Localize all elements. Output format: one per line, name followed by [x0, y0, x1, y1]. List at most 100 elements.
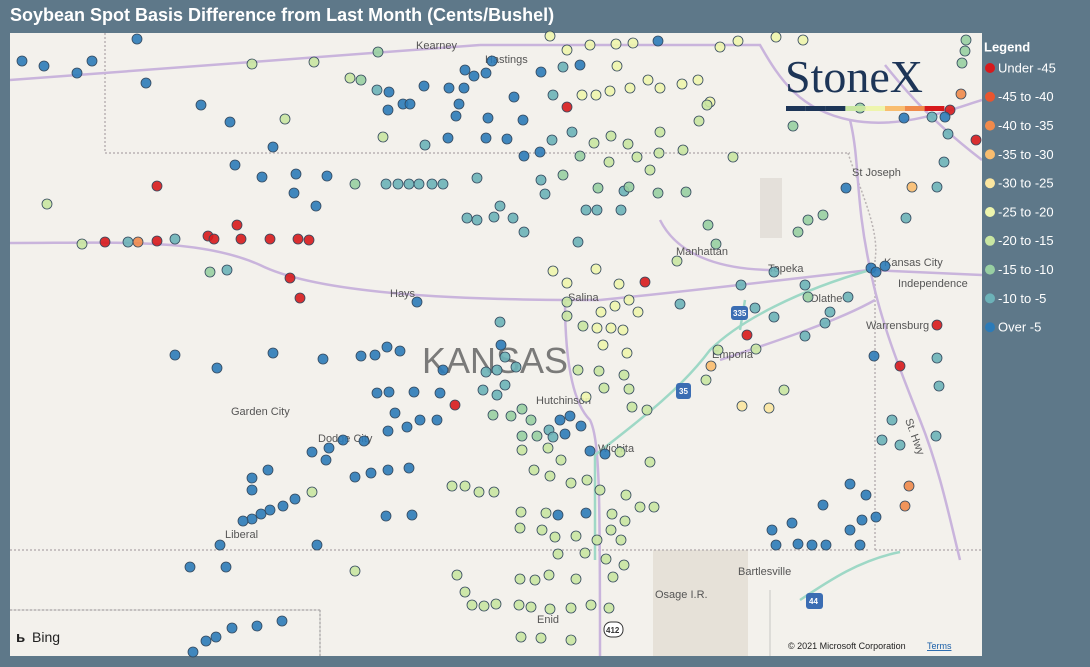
- site-dot: [246, 472, 258, 484]
- logo-text: StoneX: [785, 51, 923, 102]
- site-dot: [251, 620, 263, 632]
- site-dot: [939, 111, 951, 123]
- site-dot: [349, 471, 361, 483]
- site-dot: [499, 379, 511, 391]
- site-dot: [591, 204, 603, 216]
- site-dot: [894, 360, 906, 372]
- site-dot: [418, 80, 430, 92]
- site-dot: [311, 539, 323, 551]
- site-dot: [358, 435, 370, 447]
- shield-label: 335: [733, 309, 747, 318]
- site-dot: [459, 586, 471, 598]
- site-dot: [200, 635, 212, 647]
- site-dot: [539, 188, 551, 200]
- site-dot: [677, 144, 689, 156]
- logo-stripe: [786, 106, 806, 111]
- site-dot: [778, 384, 790, 396]
- site-dot: [371, 84, 383, 96]
- site-dot: [572, 364, 584, 376]
- site-dot: [618, 369, 630, 381]
- logo-stripe: [865, 106, 885, 111]
- site-dot: [510, 361, 522, 373]
- site-dot: [624, 82, 636, 94]
- site-dot: [517, 114, 529, 126]
- site-dot: [622, 138, 634, 150]
- site-dot: [237, 515, 249, 527]
- site-dot: [597, 339, 609, 351]
- site-dot: [262, 464, 274, 476]
- site-dot: [264, 233, 276, 245]
- site-dot: [76, 238, 88, 250]
- attribution: ь Bing © 2021 Microsoft Corporation Term…: [16, 629, 952, 651]
- site-dot: [960, 34, 972, 46]
- site-dot: [466, 599, 478, 611]
- site-dot: [732, 35, 744, 47]
- site-dot: [38, 60, 50, 72]
- site-dot: [868, 350, 880, 362]
- site-dot: [224, 116, 236, 128]
- site-dot: [426, 178, 438, 190]
- site-dot: [544, 470, 556, 482]
- site-dot: [555, 454, 567, 466]
- site-dot: [817, 209, 829, 221]
- state-borders: [10, 33, 982, 656]
- site-dot: [482, 112, 494, 124]
- site-dot: [431, 414, 443, 426]
- site-dot: [542, 442, 554, 454]
- site-dot: [561, 310, 573, 322]
- site-dot: [575, 420, 587, 432]
- site-dot: [842, 291, 854, 303]
- bing-label: Bing: [32, 629, 60, 645]
- site-dot: [676, 78, 688, 90]
- logo-stripe: [924, 106, 945, 111]
- site-dot: [516, 403, 528, 415]
- site-dot: [461, 212, 473, 224]
- site-dot: [593, 365, 605, 377]
- city-label: Kearney: [416, 40, 457, 52]
- site-dot: [792, 538, 804, 550]
- site-dot: [609, 300, 621, 312]
- site-dot: [437, 364, 449, 376]
- site-dot: [365, 467, 377, 479]
- site-dot: [488, 211, 500, 223]
- site-dot: [122, 236, 134, 248]
- site-dot: [303, 234, 315, 246]
- site-dot: [382, 104, 394, 116]
- site-dot: [458, 82, 470, 94]
- legend-label: -40 to -35: [998, 118, 1054, 133]
- site-dot: [434, 387, 446, 399]
- site-dot: [41, 198, 53, 210]
- site-dot: [515, 631, 527, 643]
- site-dot: [495, 339, 507, 351]
- site-dot: [712, 344, 724, 356]
- site-dot: [591, 322, 603, 334]
- site-dot: [221, 264, 233, 276]
- site-dot: [931, 352, 943, 364]
- site-dot: [443, 82, 455, 94]
- site-dot: [620, 489, 632, 501]
- site-dot: [276, 615, 288, 627]
- site-dot: [473, 486, 485, 498]
- site-dot: [615, 534, 627, 546]
- site-dot: [572, 236, 584, 248]
- site-dot: [623, 383, 635, 395]
- site-dot: [594, 484, 606, 496]
- site-dot: [561, 277, 573, 289]
- site-dot: [515, 506, 527, 518]
- site-dot: [580, 391, 592, 403]
- site-dot: [529, 574, 541, 586]
- site-dot: [406, 509, 418, 521]
- site-dot: [411, 296, 423, 308]
- site-dot: [535, 632, 547, 644]
- shield: 335: [731, 306, 748, 320]
- legend-label: -25 to -20: [998, 204, 1054, 219]
- site-dot: [413, 178, 425, 190]
- city-label: Hays: [390, 288, 416, 300]
- legend-label: -45 to -40: [998, 89, 1054, 104]
- site-dot: [490, 598, 502, 610]
- site-dot: [214, 539, 226, 551]
- site-dot: [786, 517, 798, 529]
- city-label: Salina: [568, 292, 599, 304]
- terms-link[interactable]: Terms: [927, 641, 952, 651]
- site-dot: [749, 302, 761, 314]
